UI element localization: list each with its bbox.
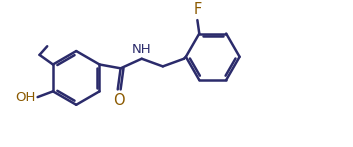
Text: OH: OH bbox=[15, 91, 36, 104]
Text: F: F bbox=[193, 2, 202, 17]
Text: NH: NH bbox=[132, 43, 151, 56]
Text: O: O bbox=[113, 93, 125, 108]
